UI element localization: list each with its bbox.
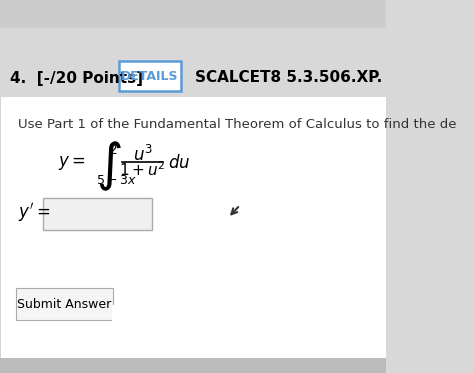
- Text: $y' =$: $y' =$: [18, 201, 50, 225]
- Text: Submit Answer: Submit Answer: [17, 298, 111, 311]
- FancyBboxPatch shape: [0, 55, 386, 97]
- Text: $\int$: $\int$: [96, 139, 122, 193]
- FancyBboxPatch shape: [0, 0, 386, 28]
- Text: $5 - 3x$: $5 - 3x$: [96, 175, 137, 188]
- FancyBboxPatch shape: [0, 358, 386, 373]
- FancyBboxPatch shape: [119, 61, 181, 91]
- Text: Use Part 1 of the Fundamental Theorem of Calculus to find the de: Use Part 1 of the Fundamental Theorem of…: [18, 118, 456, 131]
- Text: $du$: $du$: [168, 154, 191, 172]
- FancyBboxPatch shape: [0, 95, 386, 373]
- Text: DETAILS: DETAILS: [121, 70, 179, 84]
- FancyBboxPatch shape: [16, 288, 113, 320]
- FancyBboxPatch shape: [43, 198, 152, 230]
- Text: $y =$: $y =$: [58, 154, 85, 172]
- FancyBboxPatch shape: [111, 305, 386, 323]
- Text: $u^3$: $u^3$: [133, 145, 152, 165]
- Text: SCALCET8 5.3.506.XP.: SCALCET8 5.3.506.XP.: [195, 69, 383, 85]
- Text: $2$: $2$: [108, 143, 118, 157]
- Text: 4.  [-/20 Points]: 4. [-/20 Points]: [10, 72, 143, 87]
- Text: $1 + u^2$: $1 + u^2$: [119, 161, 166, 179]
